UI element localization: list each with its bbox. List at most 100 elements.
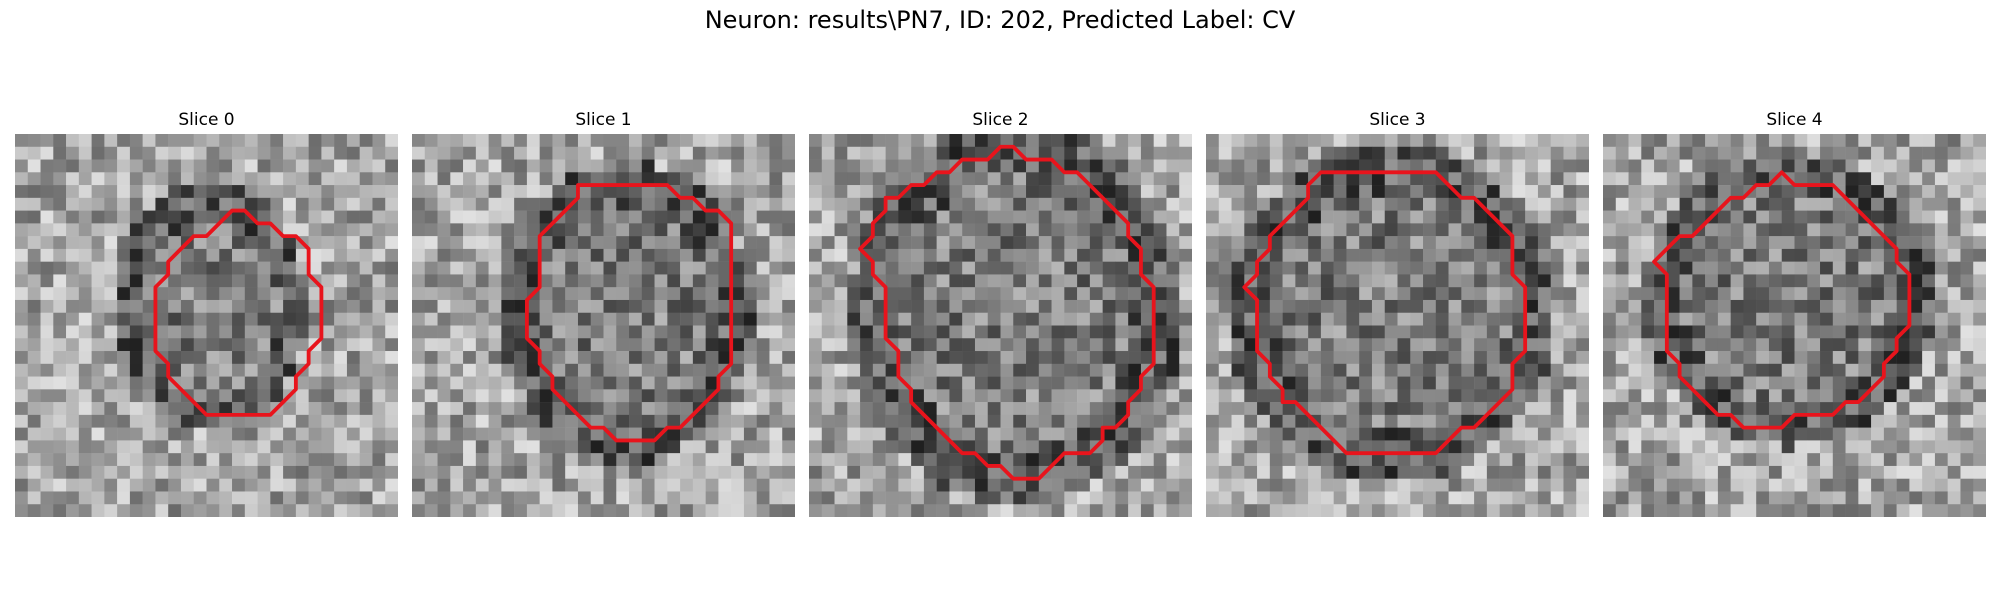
pixel xyxy=(1166,172,1180,186)
pixel xyxy=(962,504,976,517)
pixel xyxy=(1077,146,1091,160)
pixel xyxy=(321,427,335,441)
pixel xyxy=(847,236,861,250)
pixel xyxy=(104,376,118,390)
pixel xyxy=(1947,427,1961,441)
pixel xyxy=(1257,453,1271,467)
pixel xyxy=(1794,465,1808,479)
pixel xyxy=(680,389,694,403)
pixel xyxy=(1858,363,1872,377)
pixel xyxy=(1666,504,1680,517)
pixel xyxy=(641,325,655,339)
pixel xyxy=(1333,210,1347,224)
pixel xyxy=(346,274,360,288)
pixel xyxy=(1371,248,1385,262)
pixel xyxy=(257,159,271,173)
pixel xyxy=(1922,159,1936,173)
pixel xyxy=(104,465,118,479)
pixel xyxy=(334,504,348,517)
pixel xyxy=(1499,172,1513,186)
pixel xyxy=(1794,325,1808,339)
pixel xyxy=(1371,389,1385,403)
pixel xyxy=(1474,376,1488,390)
pixel xyxy=(1832,248,1846,262)
pixel xyxy=(1077,440,1091,454)
pixel xyxy=(1794,440,1808,454)
pixel xyxy=(769,491,783,505)
pixel xyxy=(885,287,899,301)
pixel xyxy=(1883,465,1897,479)
pixel xyxy=(911,363,925,377)
pixel xyxy=(193,363,207,377)
pixel xyxy=(1282,427,1296,441)
pixel xyxy=(1140,134,1154,148)
pixel xyxy=(334,465,348,479)
pixel xyxy=(1179,465,1192,479)
pixel xyxy=(1499,325,1513,339)
pixel xyxy=(385,504,398,517)
pixel xyxy=(321,134,335,148)
pixel xyxy=(334,274,348,288)
pixel xyxy=(949,223,963,237)
pixel xyxy=(514,414,528,428)
pixel xyxy=(1013,376,1027,390)
pixel xyxy=(66,159,80,173)
pixel xyxy=(372,236,386,250)
pixel xyxy=(974,287,988,301)
pixel xyxy=(1512,261,1526,275)
pixel xyxy=(526,402,540,416)
pixel xyxy=(1654,402,1668,416)
pixel xyxy=(974,299,988,313)
pixel xyxy=(782,491,795,505)
pixel xyxy=(1858,504,1872,517)
pixel xyxy=(654,363,668,377)
pixel xyxy=(514,287,528,301)
pixel xyxy=(66,299,80,313)
pixel xyxy=(1679,172,1693,186)
pixel xyxy=(641,312,655,326)
pixel xyxy=(1730,274,1744,288)
pixel xyxy=(1064,363,1078,377)
pixel xyxy=(898,172,912,186)
pixel xyxy=(1026,465,1040,479)
pixel xyxy=(705,338,719,352)
pixel xyxy=(577,325,591,339)
pixel xyxy=(1359,274,1373,288)
pixel xyxy=(1679,414,1693,428)
pixel xyxy=(78,325,92,339)
pixel xyxy=(821,146,835,160)
pixel xyxy=(1499,414,1513,428)
pixel xyxy=(629,185,643,199)
pixel xyxy=(142,248,156,262)
pixel xyxy=(1013,478,1027,492)
pixel xyxy=(334,248,348,262)
pixel xyxy=(437,478,451,492)
pixel xyxy=(1525,491,1539,505)
pixel xyxy=(923,376,937,390)
pixel xyxy=(1896,440,1910,454)
pixel xyxy=(1359,453,1373,467)
pixel xyxy=(1563,159,1577,173)
pixel xyxy=(692,236,706,250)
pixel xyxy=(270,453,284,467)
pixel xyxy=(1603,159,1617,173)
pixel xyxy=(603,351,617,365)
pixel xyxy=(321,146,335,160)
pixel xyxy=(180,325,194,339)
pixel xyxy=(718,453,732,467)
pixel xyxy=(1397,402,1411,416)
pixel xyxy=(1909,325,1923,339)
pixel xyxy=(66,478,80,492)
pixel xyxy=(1295,427,1309,441)
pixel xyxy=(1896,146,1910,160)
pixel xyxy=(1102,325,1116,339)
pixel xyxy=(1820,453,1834,467)
pixel xyxy=(1038,261,1052,275)
pixel xyxy=(1140,312,1154,326)
pixel xyxy=(743,287,757,301)
pixel xyxy=(104,210,118,224)
pixel xyxy=(1883,491,1897,505)
pixel xyxy=(334,287,348,301)
pixel xyxy=(321,274,335,288)
pixel xyxy=(834,363,848,377)
